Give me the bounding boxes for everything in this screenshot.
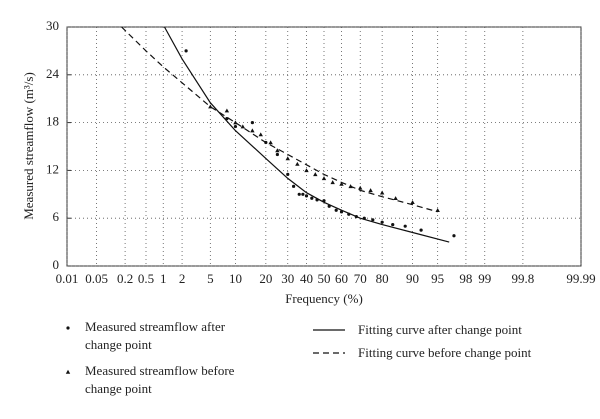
x-tick-label: 99.99 — [566, 271, 595, 286]
data-point — [403, 224, 407, 228]
x-tick-label: 0.2 — [117, 271, 133, 286]
data-point — [304, 194, 309, 198]
y-tick-label: 0 — [53, 257, 60, 272]
x-tick-label: 0.5 — [138, 271, 154, 286]
legend-marker — [65, 369, 71, 374]
y-tick-label: 24 — [46, 66, 60, 81]
x-tick-label: 1 — [160, 271, 167, 286]
x-tick-label: 0.05 — [85, 271, 108, 286]
legend-label: Fitting curve before change point — [358, 345, 532, 360]
data-point — [371, 218, 375, 222]
data-point — [233, 124, 238, 129]
data-point — [391, 222, 395, 227]
data-point — [224, 108, 230, 113]
data-point — [334, 208, 338, 212]
y-tick-label: 12 — [46, 161, 59, 176]
data-point — [275, 152, 279, 157]
data-point — [380, 220, 384, 224]
data-point — [250, 128, 255, 133]
data-point — [240, 124, 246, 129]
x-tick-label: 0.01 — [56, 271, 79, 286]
data-point — [410, 200, 415, 205]
x-tick-label: 99.8 — [512, 271, 535, 286]
data-point — [368, 188, 373, 193]
data-point — [330, 180, 335, 185]
data-point — [268, 140, 273, 145]
data-point — [292, 184, 296, 188]
data-point — [358, 185, 363, 190]
x-tick-label: 2 — [179, 271, 186, 286]
data-point — [286, 172, 290, 176]
fit-curve — [121, 26, 438, 213]
data-point — [379, 190, 385, 195]
x-tick-label: 30 — [281, 271, 294, 286]
data-point — [304, 168, 309, 173]
data-point — [184, 49, 188, 53]
data-point — [313, 172, 318, 177]
y-axis-label: Measured streamflow (m³/s) — [21, 72, 36, 220]
data-point — [321, 176, 327, 181]
legend-marker — [66, 326, 70, 330]
fit-curve — [163, 26, 450, 243]
x-tick-label: 50 — [318, 271, 331, 286]
plot-frame — [66, 26, 582, 267]
y-tick-label: 6 — [53, 209, 60, 224]
x-tick-label: 80 — [376, 271, 389, 286]
x-tick-label: 60 — [335, 271, 348, 286]
data-point — [339, 181, 344, 186]
legend-label: Fitting curve after change point — [358, 322, 522, 337]
data-point — [258, 132, 263, 137]
x-tick-label: 40 — [300, 271, 313, 286]
legend-label: Measured streamflow before change point — [85, 363, 235, 396]
x-tick-label: 10 — [229, 271, 242, 286]
x-axis-label: Frequency (%) — [285, 291, 363, 306]
x-tick-label: 95 — [431, 271, 444, 286]
data-point — [250, 121, 254, 125]
x-tick-label: 70 — [354, 271, 367, 286]
data-point — [310, 196, 314, 200]
y-tick-label: 18 — [46, 114, 59, 129]
data-point — [297, 192, 301, 196]
data-point — [301, 192, 305, 196]
x-tick-label: 90 — [406, 271, 419, 286]
data-point — [419, 228, 423, 232]
x-tick-label: 5 — [207, 271, 214, 286]
x-tick-label: 99 — [478, 271, 491, 286]
x-tick-label: 98 — [459, 271, 472, 286]
legend-label: Measured streamflow after change point — [85, 319, 226, 352]
x-tick-label: 20 — [259, 271, 272, 286]
data-point — [452, 234, 456, 238]
data-point — [295, 161, 300, 166]
data-point — [393, 196, 398, 201]
data-point — [275, 148, 280, 153]
y-tick-label: 30 — [46, 18, 59, 33]
data-point — [285, 156, 290, 161]
